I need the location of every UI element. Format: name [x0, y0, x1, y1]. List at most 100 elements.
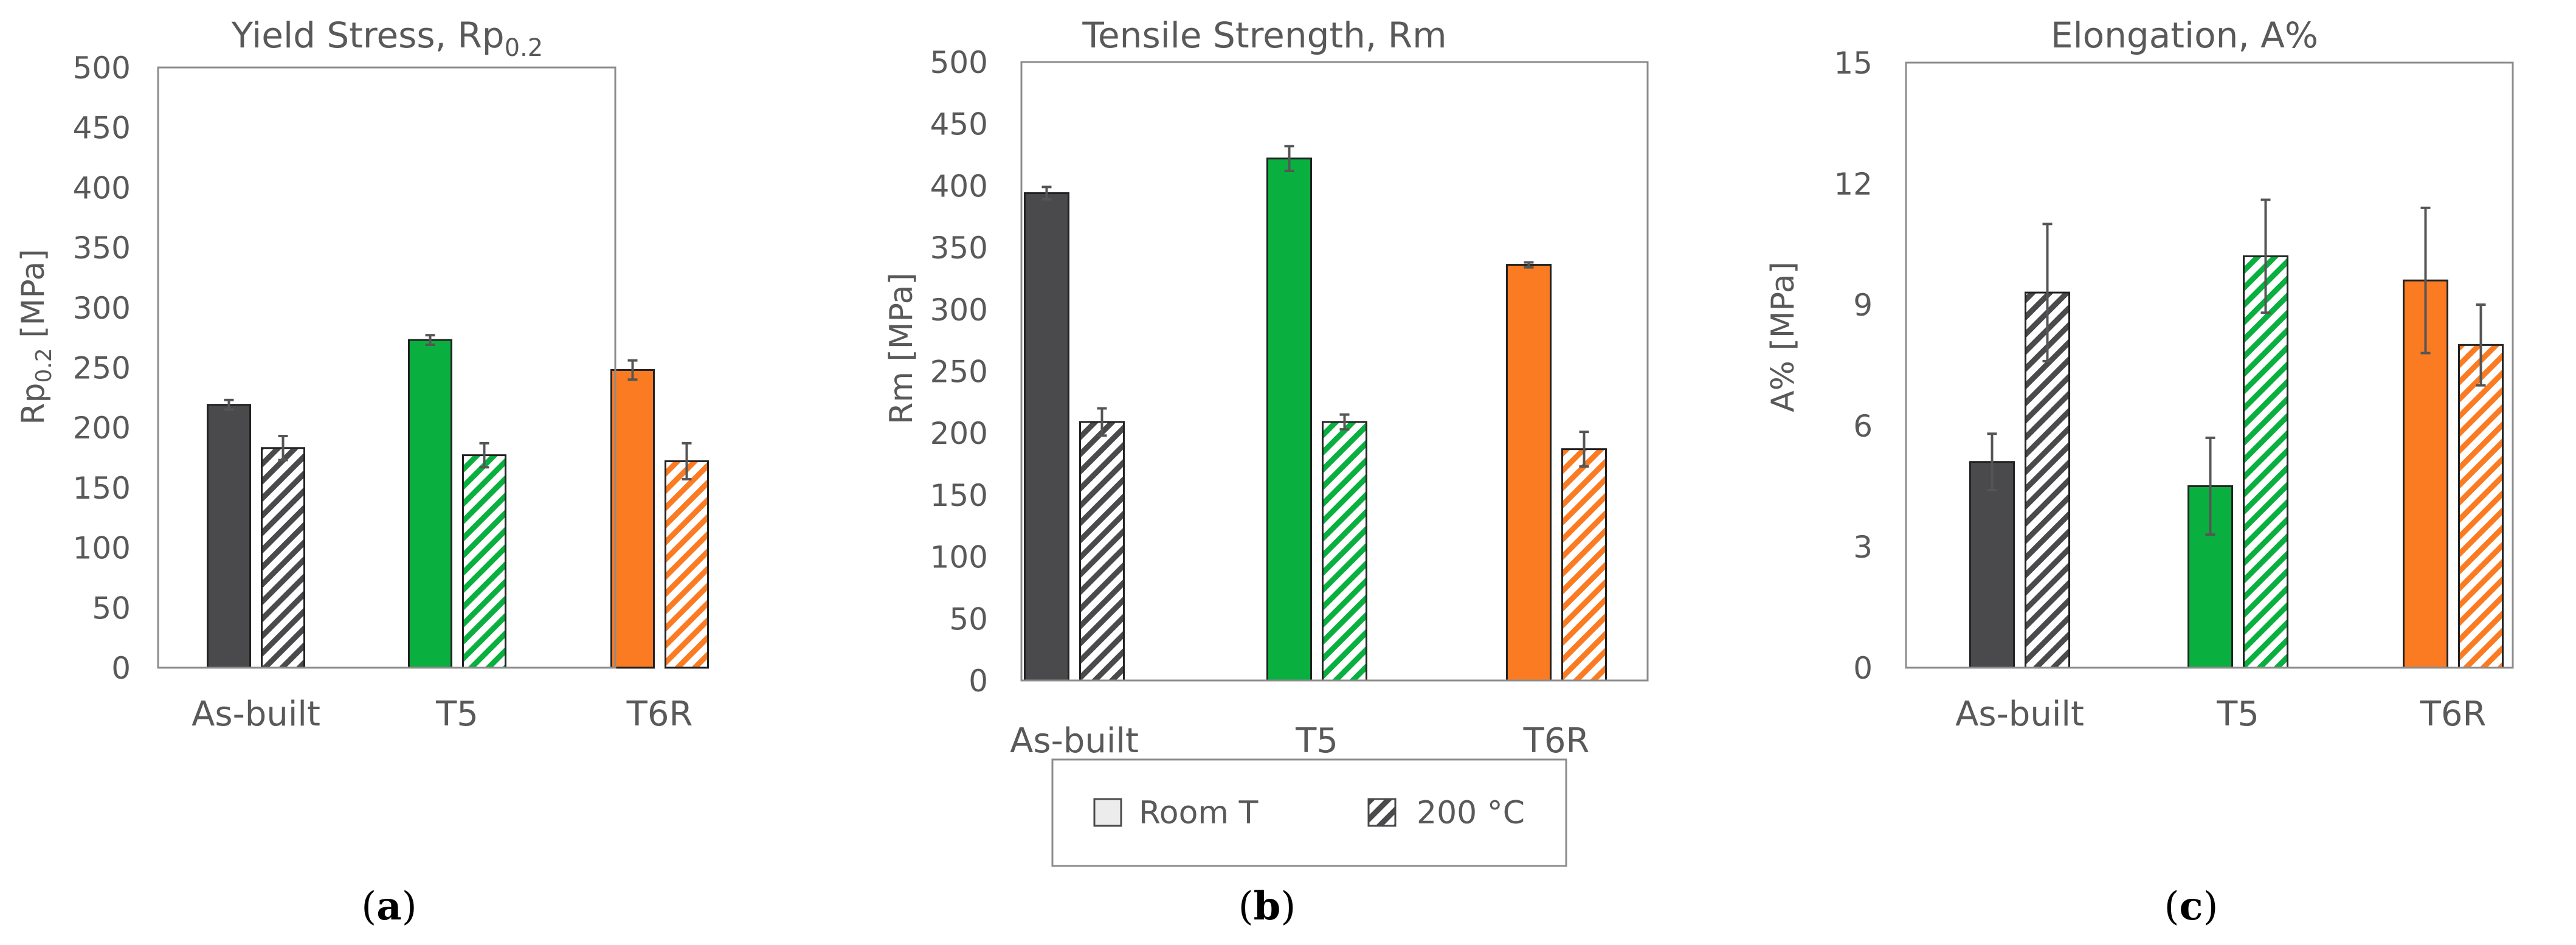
x-tick-label: As-built — [1010, 721, 1139, 761]
x-tick-label: As-built — [192, 694, 320, 734]
y-tick-label: 3 — [1853, 530, 1873, 565]
y-tick-label: 12 — [1834, 167, 1873, 202]
chart-title: Yield Stress, Rp0.2 — [231, 15, 543, 62]
chart-elongation: Elongation, A% A% [MPa] 0 3 6 9 12 15 As-buil… — [1765, 15, 2514, 929]
plot-frame — [157, 66, 616, 669]
error-bars — [1041, 145, 1589, 468]
error-bars — [1987, 198, 2486, 536]
bar-room-t-t6r — [1506, 264, 1552, 682]
y-tick-label: 200 — [930, 416, 988, 451]
error-bar — [1987, 432, 1997, 492]
y-tick-label: 15 — [1834, 46, 1873, 81]
x-tick-label: T5 — [2216, 694, 2259, 734]
chart-tensile-strength: Tensile Strength, Rm Rm [MPa] 0 50 100 150 2… — [883, 15, 1649, 929]
x-tick-labels: As-built T5 T6R — [1010, 721, 1589, 761]
error-bar — [1524, 261, 1534, 269]
error-bars — [224, 334, 692, 481]
bar-200c-as-built — [1079, 421, 1125, 682]
error-bar — [2476, 303, 2486, 387]
bar-room-t-t6r — [610, 369, 655, 669]
error-bar — [425, 334, 435, 346]
y-tick-label: 300 — [73, 291, 131, 326]
y-tick-label: 450 — [73, 111, 131, 146]
bar-200c-t6r — [1561, 448, 1607, 682]
error-bar — [1097, 407, 1107, 437]
error-bar — [278, 435, 288, 462]
error-bar — [627, 359, 638, 381]
y-tick-label: 200 — [73, 410, 131, 446]
y-tick-label: 250 — [930, 355, 988, 390]
y-tick-label: 9 — [1853, 288, 1873, 323]
y-tick-label: 6 — [1853, 409, 1873, 444]
legend-swatch-room — [1093, 798, 1122, 827]
y-tick-label: 500 — [930, 45, 988, 80]
y-tick-label: 150 — [930, 478, 988, 513]
x-tick-label: As-built — [1955, 694, 2084, 734]
error-bar — [224, 398, 234, 411]
legend-label-200c: 200 °C — [1417, 795, 1525, 831]
panel-caption: (c) — [2164, 884, 2219, 929]
legend-box — [1051, 758, 1567, 867]
y-axis-label: A% [MPa] — [1765, 261, 1801, 412]
bar-room-t-as-built — [1969, 461, 2015, 669]
y-tick-label: 50 — [949, 601, 988, 637]
y-axis-label: Rm [MPa] — [883, 272, 920, 424]
x-tick-labels: As-built T5 T6R — [1955, 694, 2486, 734]
y-tick-label: 0 — [969, 663, 988, 699]
legend-label-room: Room T — [1139, 795, 1259, 831]
error-bar — [682, 441, 692, 481]
error-bar — [1339, 413, 1350, 431]
y-tick-label: 0 — [1853, 651, 1873, 686]
error-bar — [2205, 436, 2215, 536]
y-tick-label: 400 — [930, 168, 988, 204]
y-tick-label: 300 — [930, 292, 988, 328]
bars — [207, 339, 709, 669]
y-tick-label: 50 — [92, 590, 131, 626]
bar-200c-t6r — [665, 460, 709, 669]
plot-frame — [1905, 61, 2514, 669]
y-axis-label: Rp0.2 [MPa] — [15, 249, 57, 424]
y-tick-label: 400 — [73, 170, 131, 206]
bar-200c-t5 — [2243, 255, 2288, 669]
x-tick-labels: As-built T5 T6R — [192, 694, 692, 734]
chart-title: Elongation, A% — [2051, 15, 2318, 56]
bar-room-t-as-built — [1024, 192, 1069, 682]
y-tick-label: 250 — [73, 351, 131, 386]
y-tick-label: 450 — [930, 107, 988, 142]
y-tick-label: 100 — [930, 540, 988, 575]
y-tick-label: 100 — [73, 531, 131, 566]
chart-yield-stress: Yield Stress, Rp0.2 Rp0.2 [MPa] 0 50 100 15… — [15, 15, 709, 929]
bar-room-t-t5 — [408, 339, 452, 669]
error-bar — [2042, 223, 2053, 362]
y-tick-label: 500 — [73, 50, 131, 86]
error-bar — [2260, 198, 2271, 314]
x-tick-label: T6R — [626, 694, 693, 734]
y-tick-label: 350 — [73, 230, 131, 266]
y-tick-labels: 0 3 6 9 12 15 — [1834, 46, 1873, 686]
error-bar — [479, 441, 489, 469]
x-tick-label: T5 — [1295, 721, 1338, 761]
panel-caption: (b) — [1238, 884, 1296, 929]
error-bar — [1041, 185, 1052, 201]
panel-caption: (a) — [361, 884, 416, 929]
y-tick-labels: 0 50 100 150 200 250 300 350 400 450 500 — [930, 45, 988, 699]
y-tick-label: 350 — [930, 230, 988, 266]
bar-200c-t5 — [462, 454, 506, 669]
chart-title: Tensile Strength, Rm — [1082, 15, 1446, 56]
y-tick-label: 150 — [73, 471, 131, 506]
y-tick-labels: 0 50 100 150 200 250 300 350 400 450 500 — [73, 50, 131, 686]
legend-swatch-200c — [1367, 798, 1397, 827]
bars — [1024, 158, 1607, 682]
bar-200c-as-built — [261, 447, 305, 669]
bar-200c-t6r — [2458, 344, 2504, 669]
bar-room-t-as-built — [207, 404, 251, 669]
error-bar — [1284, 145, 1294, 172]
plot-frame — [1020, 61, 1649, 682]
bars — [1969, 255, 2504, 669]
error-bar — [1579, 431, 1589, 468]
x-tick-label: T6R — [1523, 721, 1590, 761]
y-tick-label: 0 — [111, 651, 131, 686]
legend: Room T 200 °C — [1051, 758, 1567, 867]
x-tick-label: T6R — [2420, 694, 2487, 734]
